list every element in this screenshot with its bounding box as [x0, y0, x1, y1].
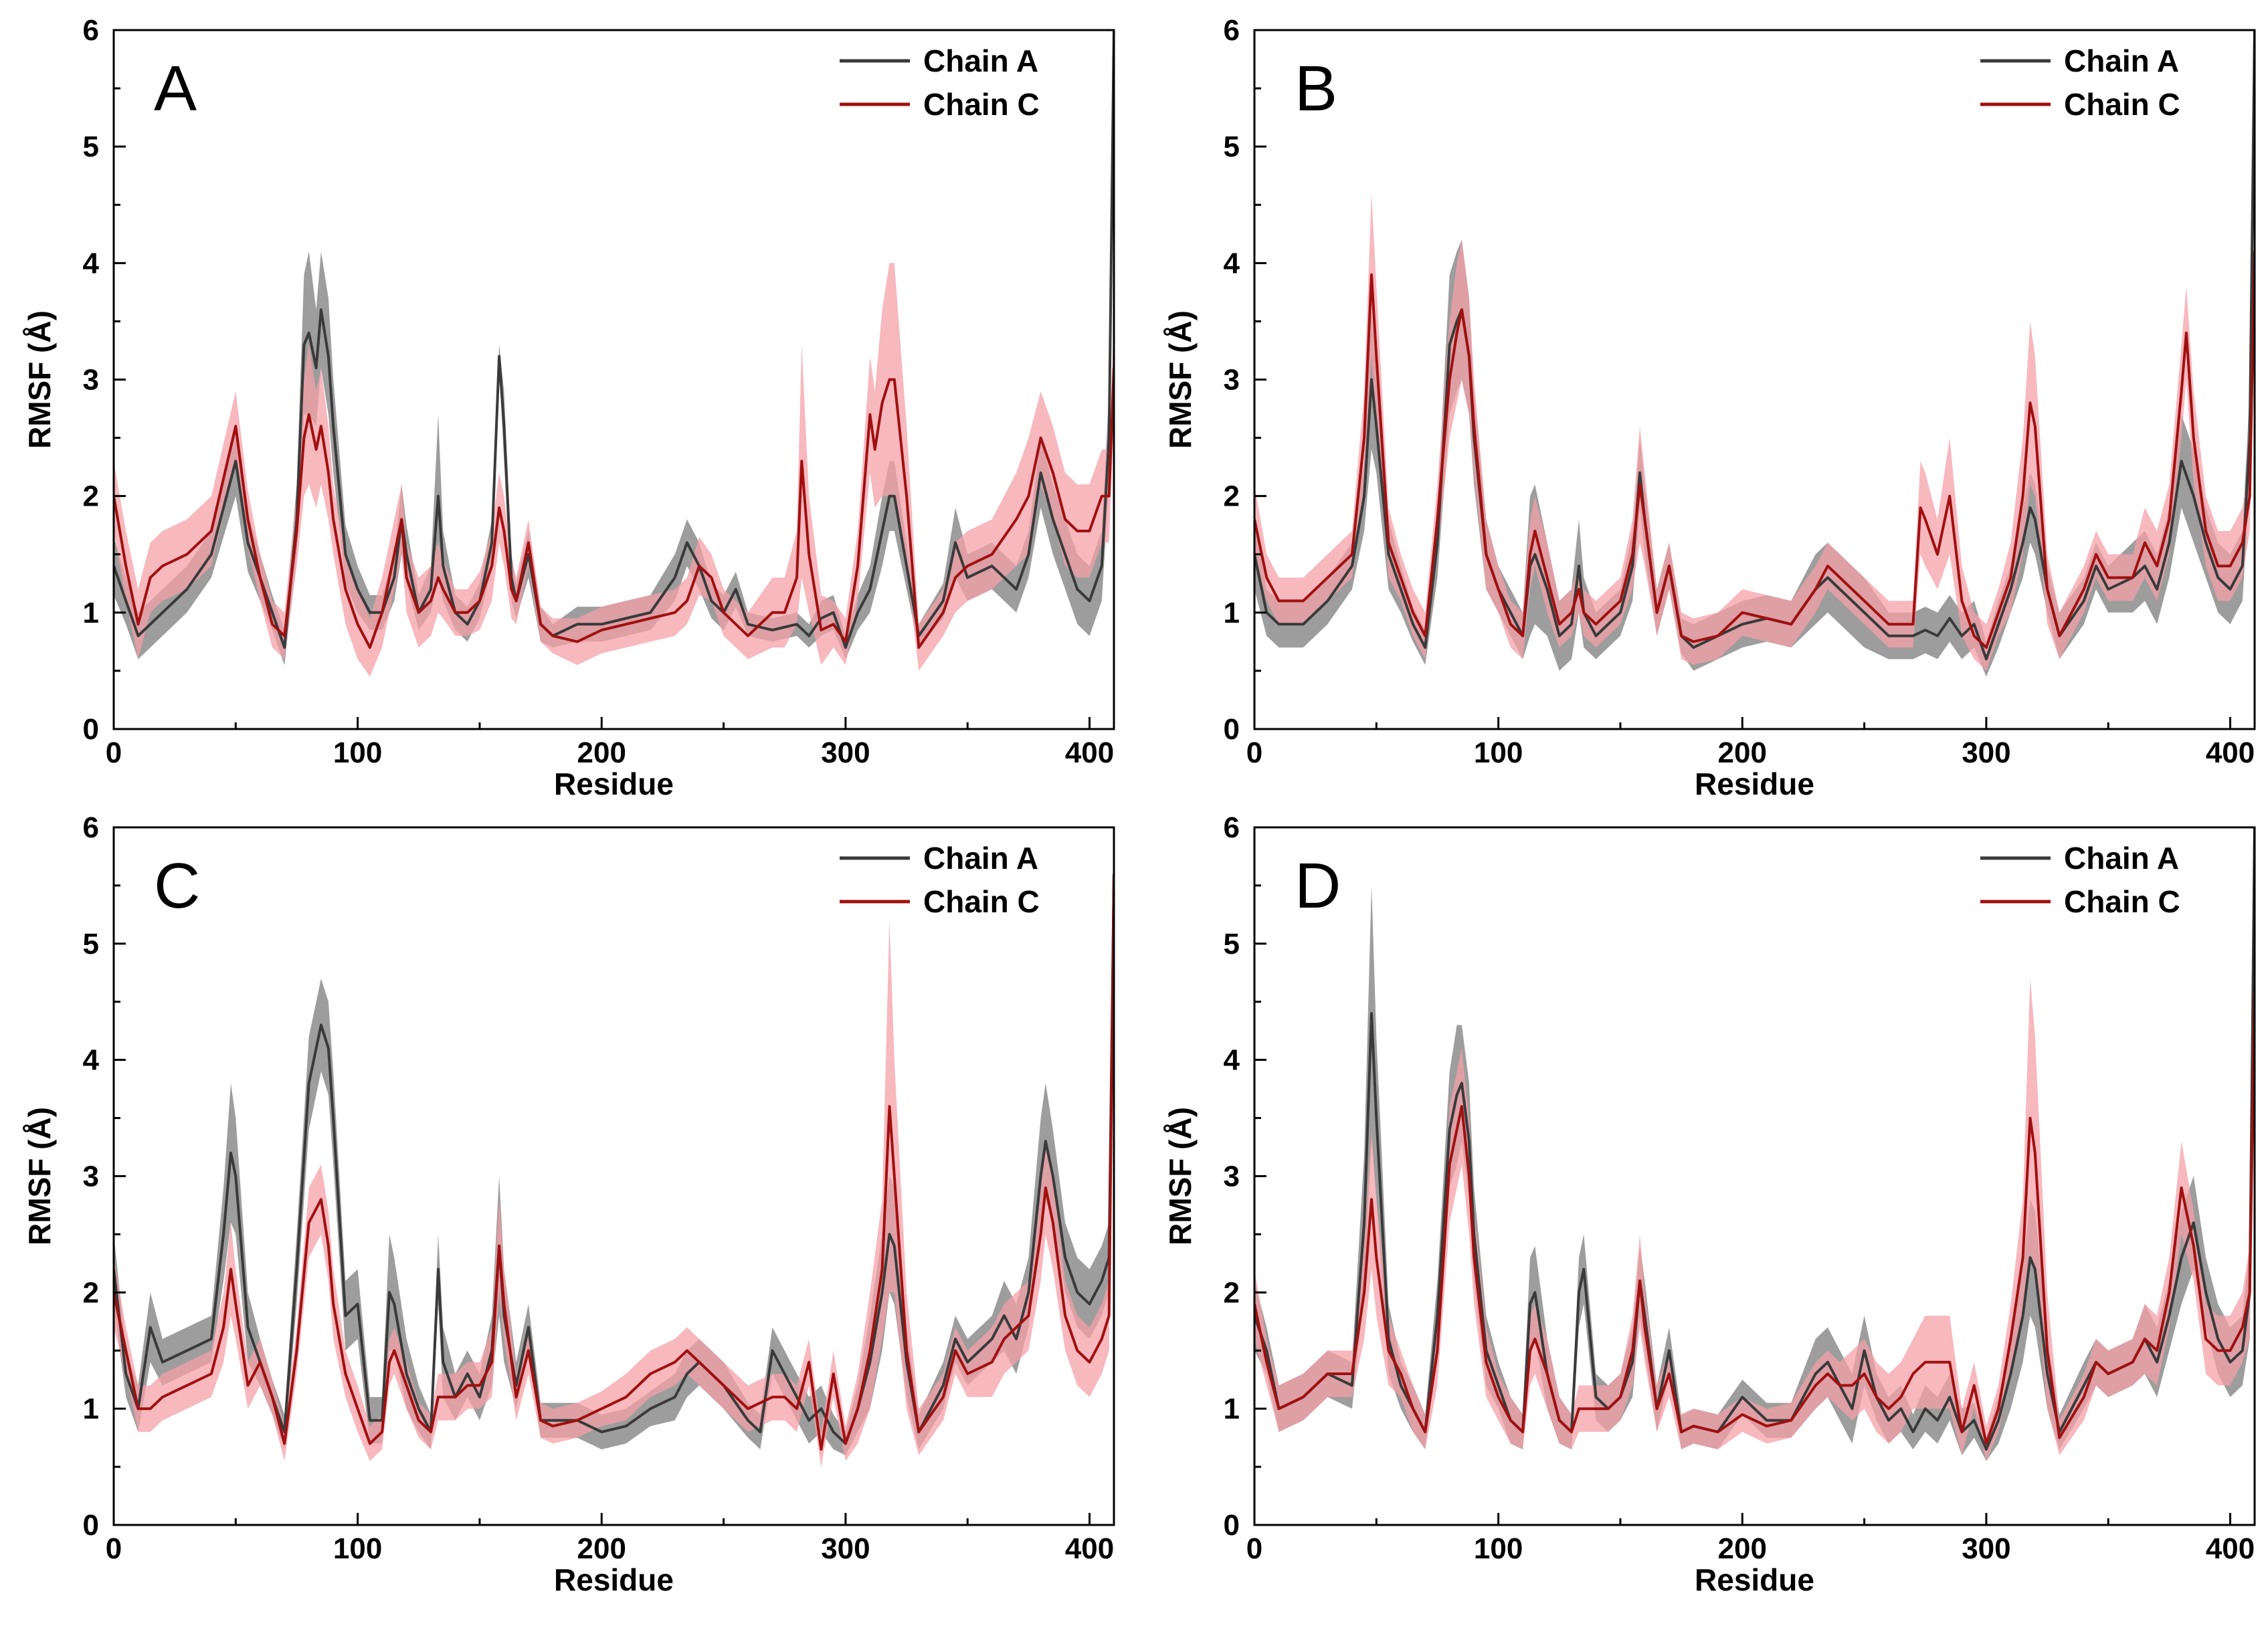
band-chain-c: [1254, 932, 2255, 1461]
y-tick-label: 2: [1224, 480, 1240, 513]
x-tick-label: 300: [821, 1532, 870, 1565]
x-tick-label: 0: [1246, 736, 1262, 769]
x-tick-label: 0: [106, 736, 122, 769]
legend: Chain A Chain C: [840, 841, 1040, 919]
legend-label: Chain C: [923, 884, 1040, 919]
y-tick-label: 3: [1224, 1160, 1240, 1193]
series-line-chain-c: [114, 368, 1114, 649]
series-line-chain-a: [1254, 30, 2255, 661]
x-tick-label: 200: [1718, 736, 1767, 769]
y-tick-label: 1: [1224, 597, 1240, 629]
x-axis-title: Residue: [1695, 766, 1814, 801]
legend-label: Chain A: [2064, 43, 2179, 78]
band-chain-a: [114, 30, 1114, 665]
y-tick-label: 3: [83, 364, 99, 397]
x-tick-label: 200: [577, 736, 626, 769]
y-tick-label: 4: [1224, 1044, 1240, 1077]
x-axis-title: Residue: [1695, 1562, 1814, 1597]
y-tick-label: 5: [1224, 130, 1240, 163]
band-chain-c: [114, 263, 1114, 677]
x-tick-label: 100: [1474, 736, 1523, 769]
y-tick-label: 2: [83, 480, 99, 513]
y-axis-title: RMSF (Å): [22, 1107, 57, 1245]
y-tick-label: 1: [83, 597, 99, 629]
y-tick-label: 2: [83, 1276, 99, 1309]
legend: Chain A Chain C: [1980, 43, 2180, 122]
plot-area: [114, 30, 1114, 677]
y-tick-label: 0: [83, 713, 99, 746]
y-tick-label: 3: [1224, 364, 1240, 397]
panel-letter: D: [1295, 850, 1341, 922]
panel-d: 0 100 200 300 400 0 1 2 3 4 5 6 Residue RMSF (Å) D Chai…: [1163, 811, 2256, 1597]
legend-label: Chain A: [923, 841, 1038, 876]
legend-label: Chain C: [2064, 87, 2180, 122]
legend-label: Chain C: [923, 87, 1040, 122]
panel-a: 0 100 200 300 400 0 1 2 3 4 5 6 Residue RMSF (Å) A Chai…: [22, 14, 1115, 801]
x-tick-label: 300: [1962, 1532, 2010, 1565]
x-axis-title: Residue: [554, 766, 674, 801]
y-tick-label: 0: [83, 1509, 99, 1542]
panel-letter: C: [154, 850, 200, 922]
x-axis-title: Residue: [554, 1562, 674, 1597]
panel-letter: B: [1295, 53, 1337, 124]
x-tick-label: 400: [2206, 736, 2255, 769]
x-tick-label: 0: [1246, 1532, 1262, 1565]
x-tick-label: 100: [333, 1532, 382, 1565]
y-tick-label: 0: [1224, 1509, 1240, 1542]
x-tick-label: 0: [106, 1532, 122, 1565]
x-tick-label: 100: [333, 736, 382, 769]
y-axis-title: RMSF (Å): [1163, 1107, 1198, 1245]
y-tick-label: 4: [83, 247, 100, 280]
panel-c: 0 100 200 300 400 0 1 2 3 4 5 6 Residue RMSF (Å) C Chai…: [22, 811, 1115, 1597]
legend-label: Chain A: [923, 43, 1038, 78]
y-tick-label: 1: [1224, 1393, 1240, 1425]
y-tick-label: 6: [83, 14, 99, 47]
y-tick-label: 5: [83, 130, 99, 163]
y-tick-label: 0: [1224, 713, 1240, 746]
y-tick-label: 5: [1224, 928, 1240, 960]
legend-label: Chain A: [2064, 841, 2179, 876]
legend: Chain A Chain C: [1980, 841, 2180, 919]
y-tick-label: 5: [83, 928, 99, 960]
y-tick-label: 3: [83, 1160, 99, 1193]
x-tick-label: 200: [1718, 1532, 1767, 1565]
series-line-chain-c: [1254, 251, 2255, 649]
plot-area: [1254, 30, 2255, 677]
x-tick-label: 100: [1474, 1532, 1523, 1565]
x-tick-label: 300: [1962, 736, 2010, 769]
panel-letter: A: [154, 53, 197, 124]
y-tick-label: 6: [1224, 14, 1240, 47]
y-axis-title: RMSF (Å): [22, 310, 57, 449]
series-line-chain-a: [114, 874, 1114, 1445]
y-tick-label: 6: [1224, 811, 1240, 844]
y-tick-label: 4: [1224, 247, 1240, 280]
x-tick-label: 200: [577, 1532, 626, 1565]
x-tick-label: 300: [821, 736, 870, 769]
legend: Chain A Chain C: [840, 43, 1040, 122]
series-line-chain-c: [114, 874, 1114, 1451]
plot-area: [1254, 827, 2255, 1461]
y-tick-label: 1: [83, 1393, 99, 1425]
y-tick-label: 2: [1224, 1276, 1240, 1309]
plot-area: [114, 827, 1114, 1467]
x-tick-label: 400: [1065, 736, 1114, 769]
panel-b: 0 100 200 300 400 0 1 2 3 4 5 6 Residue RMSF (Å) B Chai…: [1163, 14, 2256, 801]
legend-label: Chain C: [2064, 884, 2180, 919]
x-tick-label: 400: [1065, 1532, 1114, 1565]
x-tick-label: 400: [2206, 1532, 2255, 1565]
y-tick-label: 6: [83, 811, 99, 844]
series-line-chain-c: [1254, 990, 2255, 1445]
y-tick-label: 4: [83, 1044, 100, 1077]
y-axis-title: RMSF (Å): [1163, 310, 1198, 449]
